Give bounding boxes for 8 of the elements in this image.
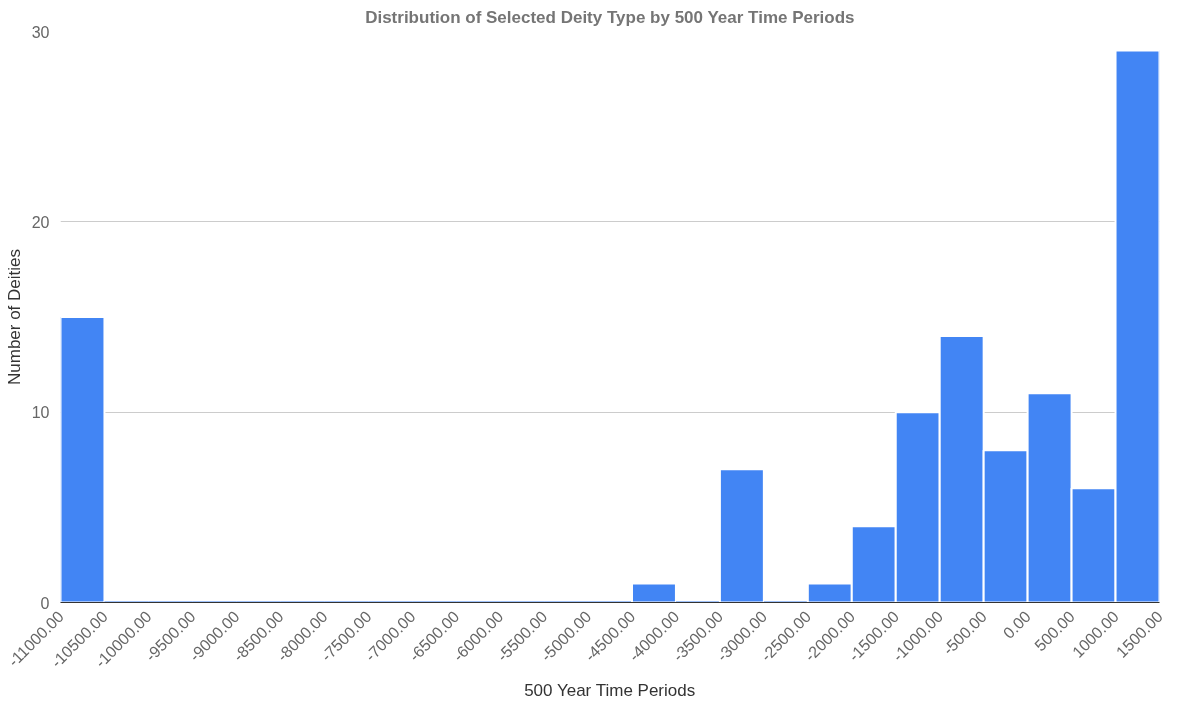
y-tick-label: 10 [31, 404, 50, 422]
y-tick-label: 30 [31, 23, 50, 41]
x-tick-label: 0.00 [999, 607, 1035, 642]
chart-title: Distribution of Selected Deity Type by 500 Year Time Periods [365, 7, 855, 27]
y-tick-label: 0 [40, 594, 50, 612]
y-tick-label: 20 [31, 213, 50, 231]
y-axis-title: Number of Deities [4, 248, 24, 386]
x-axis-title: 500 Year Time Periods [524, 680, 696, 700]
